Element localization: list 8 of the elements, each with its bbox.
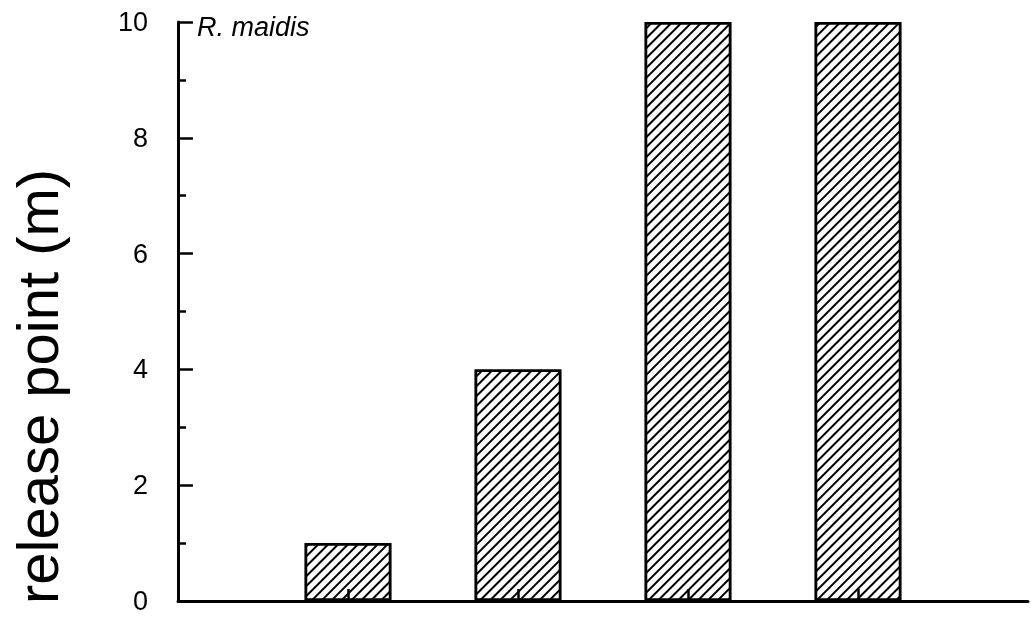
chart-title: R. maidis	[197, 11, 310, 42]
y-tick-label: 0	[132, 586, 148, 616]
y-axis-title: release point (m)	[4, 168, 70, 605]
y-tick-label: 10	[117, 7, 148, 37]
y-tick-label: 2	[132, 470, 148, 501]
y-tick-label: 8	[132, 122, 148, 153]
y-tick-label: 4	[132, 354, 148, 385]
y-tick-label: 6	[132, 238, 148, 269]
